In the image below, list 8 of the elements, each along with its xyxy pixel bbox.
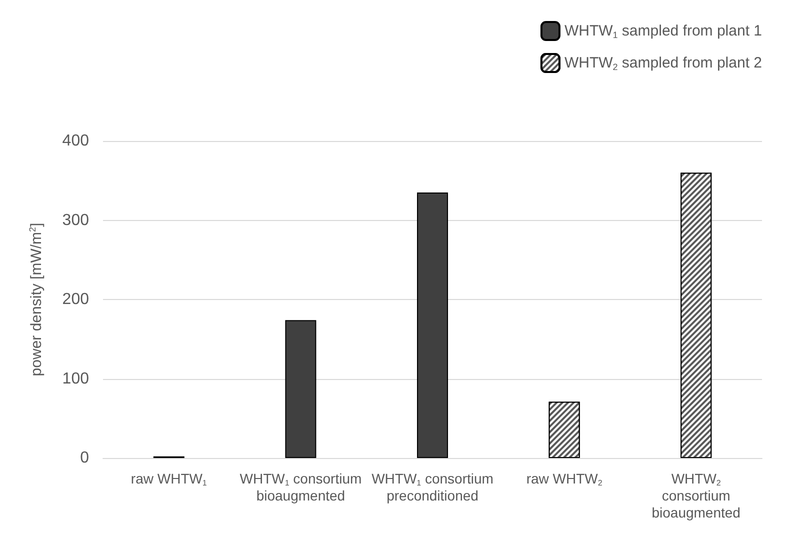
y-tick-label: 200	[62, 291, 90, 308]
y-axis-title: power density [mW/m2]	[28, 222, 45, 376]
y-tick-label: 0	[80, 450, 90, 466]
y-tick-label: 400	[62, 132, 90, 150]
y-tick-label: 300	[62, 212, 90, 229]
y-tick-label: 100	[62, 370, 90, 388]
bar	[285, 320, 316, 458]
bar	[417, 192, 448, 458]
